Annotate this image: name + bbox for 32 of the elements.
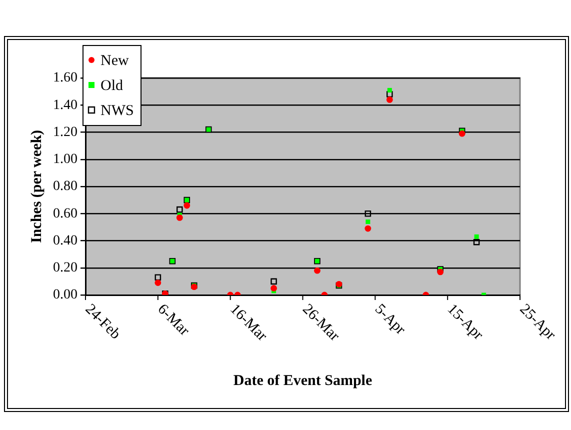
point: [366, 220, 370, 224]
point: [176, 206, 183, 213]
point: [364, 225, 372, 232]
legend-label: Old: [100, 78, 124, 94]
y-tick-label: 0.20: [53, 260, 78, 276]
point: [364, 210, 372, 217]
y-tick-label: 0.80: [53, 179, 78, 194]
point: [386, 96, 393, 103]
point: [437, 268, 444, 276]
point: [154, 280, 162, 286]
y-tick-label: 1.20: [53, 124, 78, 140]
x-axis-title: Date of Event Sample: [233, 372, 372, 389]
point: [473, 238, 480, 246]
y-tick-label: 0.00: [53, 288, 78, 303]
y-tick-label: 1.40: [53, 98, 78, 113]
point: [184, 202, 190, 209]
y-axis-title: Inches (per week): [28, 130, 45, 244]
y-tick-label: 0.60: [53, 206, 78, 222]
point: [387, 88, 392, 92]
legend-label: NWS: [100, 102, 134, 119]
point: [314, 267, 320, 274]
y-tick-label: 1.60: [53, 70, 78, 86]
point: [386, 91, 393, 98]
point: [154, 274, 162, 281]
point: [270, 285, 277, 292]
point: [458, 130, 466, 137]
point: [176, 214, 183, 221]
point: [270, 278, 277, 285]
y-tick-label: 1.00: [53, 152, 78, 168]
point: [474, 234, 479, 239]
legend-label: New: [100, 52, 129, 69]
y-tick-label: 0.40: [53, 233, 78, 248]
